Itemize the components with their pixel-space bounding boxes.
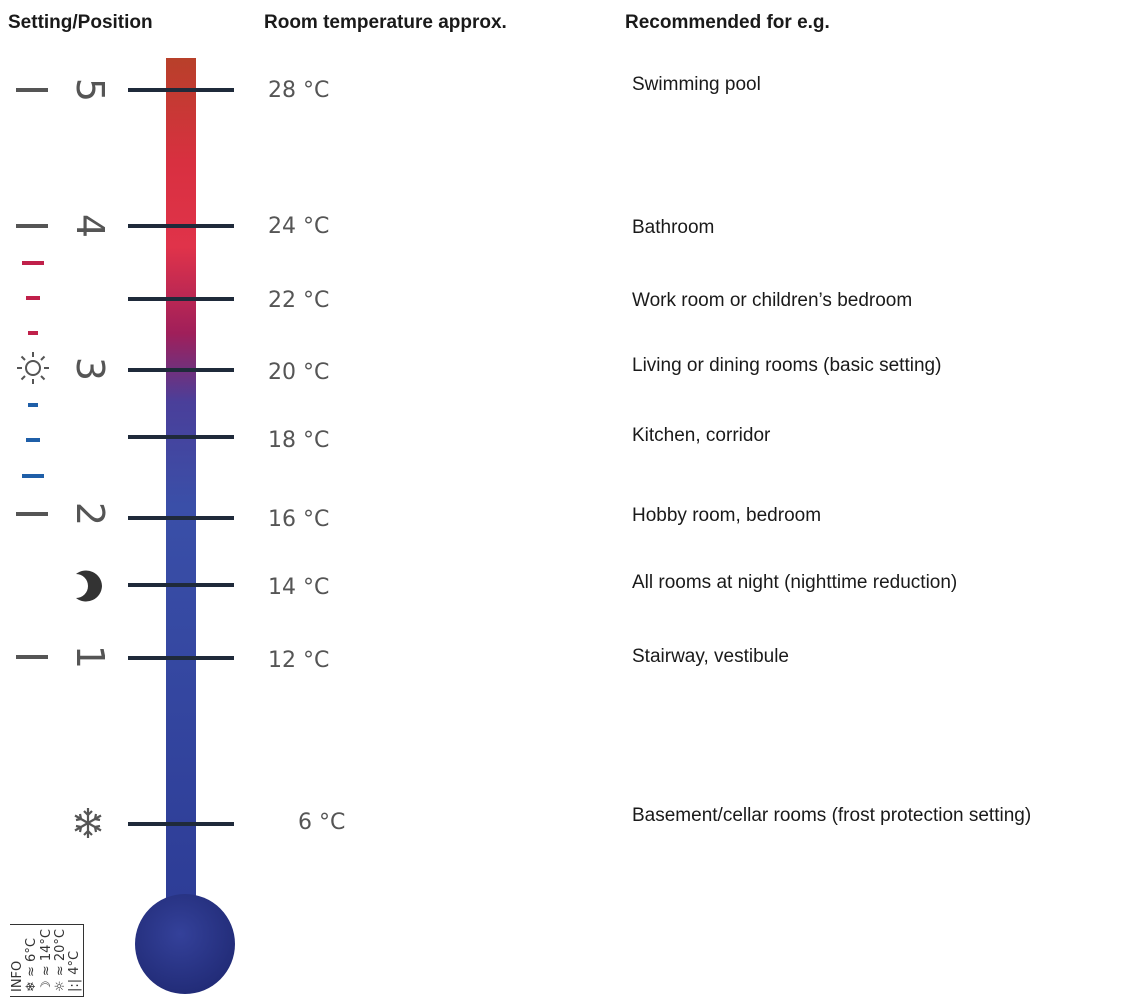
rec-swimming-pool: Swimming pool: [632, 74, 761, 95]
rec-stairway: Stairway, vestibule: [632, 646, 789, 667]
snowflake-icon: [74, 808, 102, 838]
rec-night: All rooms at night (nighttime reduction): [632, 572, 958, 593]
temp-6: 6 °C: [298, 810, 346, 835]
thermometer-bulb: [135, 894, 235, 994]
header-setting-position: Setting/Position: [8, 12, 153, 33]
rec-basement: Basement/cellar rooms (frost protection …: [632, 805, 1032, 826]
setting-5: 5: [68, 77, 112, 103]
header-recommended: Recommended for e.g.: [625, 12, 830, 33]
rec-living-dining: Living or dining rooms (basic setting): [632, 355, 942, 376]
temp-16: 16 °C: [268, 507, 330, 532]
info-frost: ❄ ≈ 6°C: [24, 938, 40, 992]
rec-kitchen: Kitchen, corridor: [632, 425, 771, 446]
info-legend: INFO ❄ ≈ 6°C ☽ ≈ 14°C ☼ ≈ 20°C |:| 4°C: [10, 924, 85, 997]
thermometer-tube: [166, 58, 196, 918]
setting-4: 4: [68, 213, 112, 239]
rec-bathroom: Bathroom: [632, 217, 715, 238]
info-title: INFO: [10, 960, 25, 992]
moon-icon: [76, 570, 102, 602]
rec-work-room: Work room or children’s bedroom: [632, 290, 913, 311]
temp-24: 24 °C: [268, 214, 330, 239]
temp-28: 28 °C: [268, 78, 330, 103]
temp-14: 14 °C: [268, 575, 330, 600]
info-step: |:| 4°C: [67, 950, 83, 992]
info-night: ☽ ≈ 14°C: [38, 929, 54, 992]
tube-ticks: [128, 88, 234, 826]
setting-3: 3: [68, 356, 112, 382]
temp-18: 18 °C: [268, 428, 330, 453]
dial-markers: [16, 88, 48, 659]
setting-2: 2: [68, 501, 112, 527]
header-room-temperature: Room temperature approx.: [264, 12, 507, 33]
setting-1: 1: [68, 644, 112, 670]
temp-20: 20 °C: [268, 360, 330, 385]
sun-icon: [17, 352, 49, 384]
temp-12: 12 °C: [268, 648, 330, 673]
info-sun: ☼ ≈ 20°C: [52, 929, 68, 992]
temp-22: 22 °C: [268, 288, 330, 313]
rec-hobby-room: Hobby room, bedroom: [632, 505, 822, 526]
